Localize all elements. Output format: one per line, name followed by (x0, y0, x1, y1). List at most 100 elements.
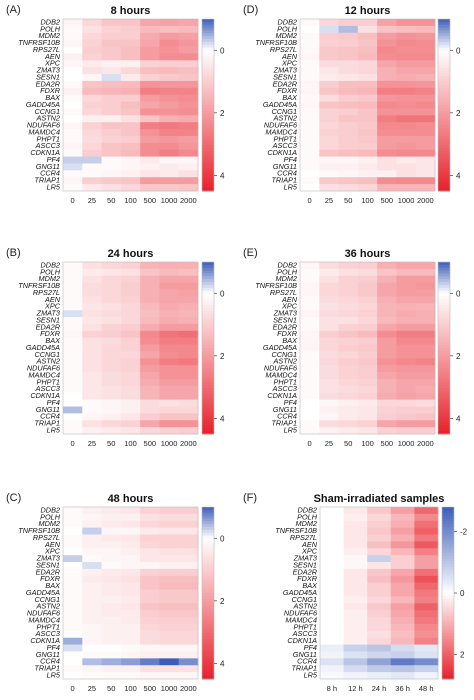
heatmap-cell (120, 149, 141, 157)
colorbar-slice (202, 512, 214, 517)
heatmap-cell (178, 53, 199, 61)
heatmap-cell (63, 672, 83, 680)
colorbar-slice (202, 664, 214, 669)
gene-label: PF4 (284, 155, 297, 164)
colorbar-tick-label: 0 (456, 289, 461, 298)
heatmap-cell (82, 108, 102, 116)
gene-label: NDUFAF6 (27, 121, 61, 130)
heatmap-cell (414, 568, 439, 577)
colorbar-slice (202, 153, 214, 158)
heatmap-cell (377, 129, 397, 137)
colorbar-slice (202, 541, 214, 545)
heatmap-cell (140, 323, 160, 332)
heatmap-cell (140, 617, 160, 625)
heatmap-cell (396, 385, 417, 394)
heatmap-cell (82, 527, 102, 535)
heatmap-cell (63, 596, 83, 604)
heatmap-cell (319, 323, 339, 332)
heatmap-cell (414, 520, 439, 529)
heatmap-cell (159, 665, 180, 673)
heatmap-cell (63, 163, 83, 171)
heatmap-cell (178, 282, 199, 290)
heatmap-cell (415, 399, 436, 407)
colorbar-slice (202, 130, 214, 135)
heatmap-cell (338, 53, 359, 61)
colorbar-slice (438, 302, 450, 306)
heatmap-cell (178, 358, 199, 366)
heatmap-cell (101, 149, 122, 157)
colorbar-slice (438, 182, 450, 186)
colorbar-slice (202, 90, 214, 95)
colorbar-slice (202, 310, 214, 315)
heatmap-cell (82, 651, 102, 659)
gene-label: PHPT1 (293, 622, 317, 631)
heatmap-cell (159, 520, 180, 529)
colorbar-slice (202, 116, 214, 120)
gene-label: ASTN2 (35, 602, 60, 611)
heatmap-cell (120, 282, 141, 290)
colorbar-slice (438, 267, 450, 272)
heatmap-cell (120, 262, 141, 270)
heatmap-cell (120, 555, 141, 563)
heatmap-cell (396, 129, 417, 137)
colorbar-slice (438, 330, 450, 335)
heatmap-cell (300, 344, 320, 352)
heatmap-cell (140, 623, 160, 632)
heatmap-cell (178, 507, 199, 515)
colorbar-slice (202, 379, 214, 383)
heatmap-cell (101, 365, 122, 373)
heatmap-cell (120, 651, 141, 659)
heatmap-cell (63, 365, 83, 373)
heatmap-cell (338, 351, 359, 359)
heatmap-cell (159, 115, 180, 123)
x-tick-label: 2000 (180, 196, 197, 205)
heatmap-cell (396, 365, 417, 373)
heatmap-cell (415, 385, 436, 394)
colorbar-slice (442, 641, 454, 646)
heatmap-cell (414, 589, 439, 597)
heatmap-cell (63, 555, 83, 563)
colorbar-slice (202, 296, 214, 300)
heatmap-cell (319, 46, 339, 54)
colorbar-slice (202, 419, 214, 424)
heatmap-cell (140, 268, 160, 277)
heatmap-cell (357, 149, 378, 157)
heatmap-cell (140, 589, 160, 597)
heatmap-cell (120, 603, 141, 611)
heatmap-cell (414, 610, 439, 618)
heatmap-cell (415, 170, 436, 178)
heatmap-cell (101, 74, 122, 82)
colorbar-slice (442, 538, 454, 542)
colorbar-slice (202, 59, 214, 63)
heatmap-cell (101, 330, 122, 339)
x-tick-label: 1000 (161, 439, 178, 448)
x-tick-label: 500 (381, 196, 394, 205)
colorbar-slice (438, 82, 450, 86)
heatmap-cell (343, 548, 368, 556)
colorbar-slice (438, 379, 450, 383)
heatmap-cell (101, 420, 122, 428)
colorbar-slice (438, 107, 450, 112)
heatmap-cell (101, 630, 122, 639)
heatmap-cell (415, 420, 436, 428)
colorbar-slice (202, 356, 214, 360)
heatmap-cell (140, 303, 160, 311)
heatmap-cell (120, 672, 141, 680)
colorbar-slice (438, 396, 450, 401)
heatmap-cell (101, 351, 122, 359)
heatmap-cell (82, 184, 102, 192)
heatmap-cell (82, 74, 102, 82)
gene-label: RPS27L (270, 288, 297, 297)
heatmap-cell (101, 80, 122, 89)
heatmap-cell (319, 25, 339, 34)
heatmap-cell (101, 582, 122, 590)
heatmap-cell (300, 25, 320, 34)
heatmap-cell (396, 330, 417, 339)
heatmap-cell (320, 610, 344, 618)
colorbar-slice (438, 153, 450, 158)
heatmap-cell (82, 406, 102, 414)
heatmap-cell (159, 582, 180, 590)
heatmap-cell (377, 392, 397, 400)
heatmap-cell (120, 60, 141, 68)
heatmap-cell (178, 330, 199, 339)
